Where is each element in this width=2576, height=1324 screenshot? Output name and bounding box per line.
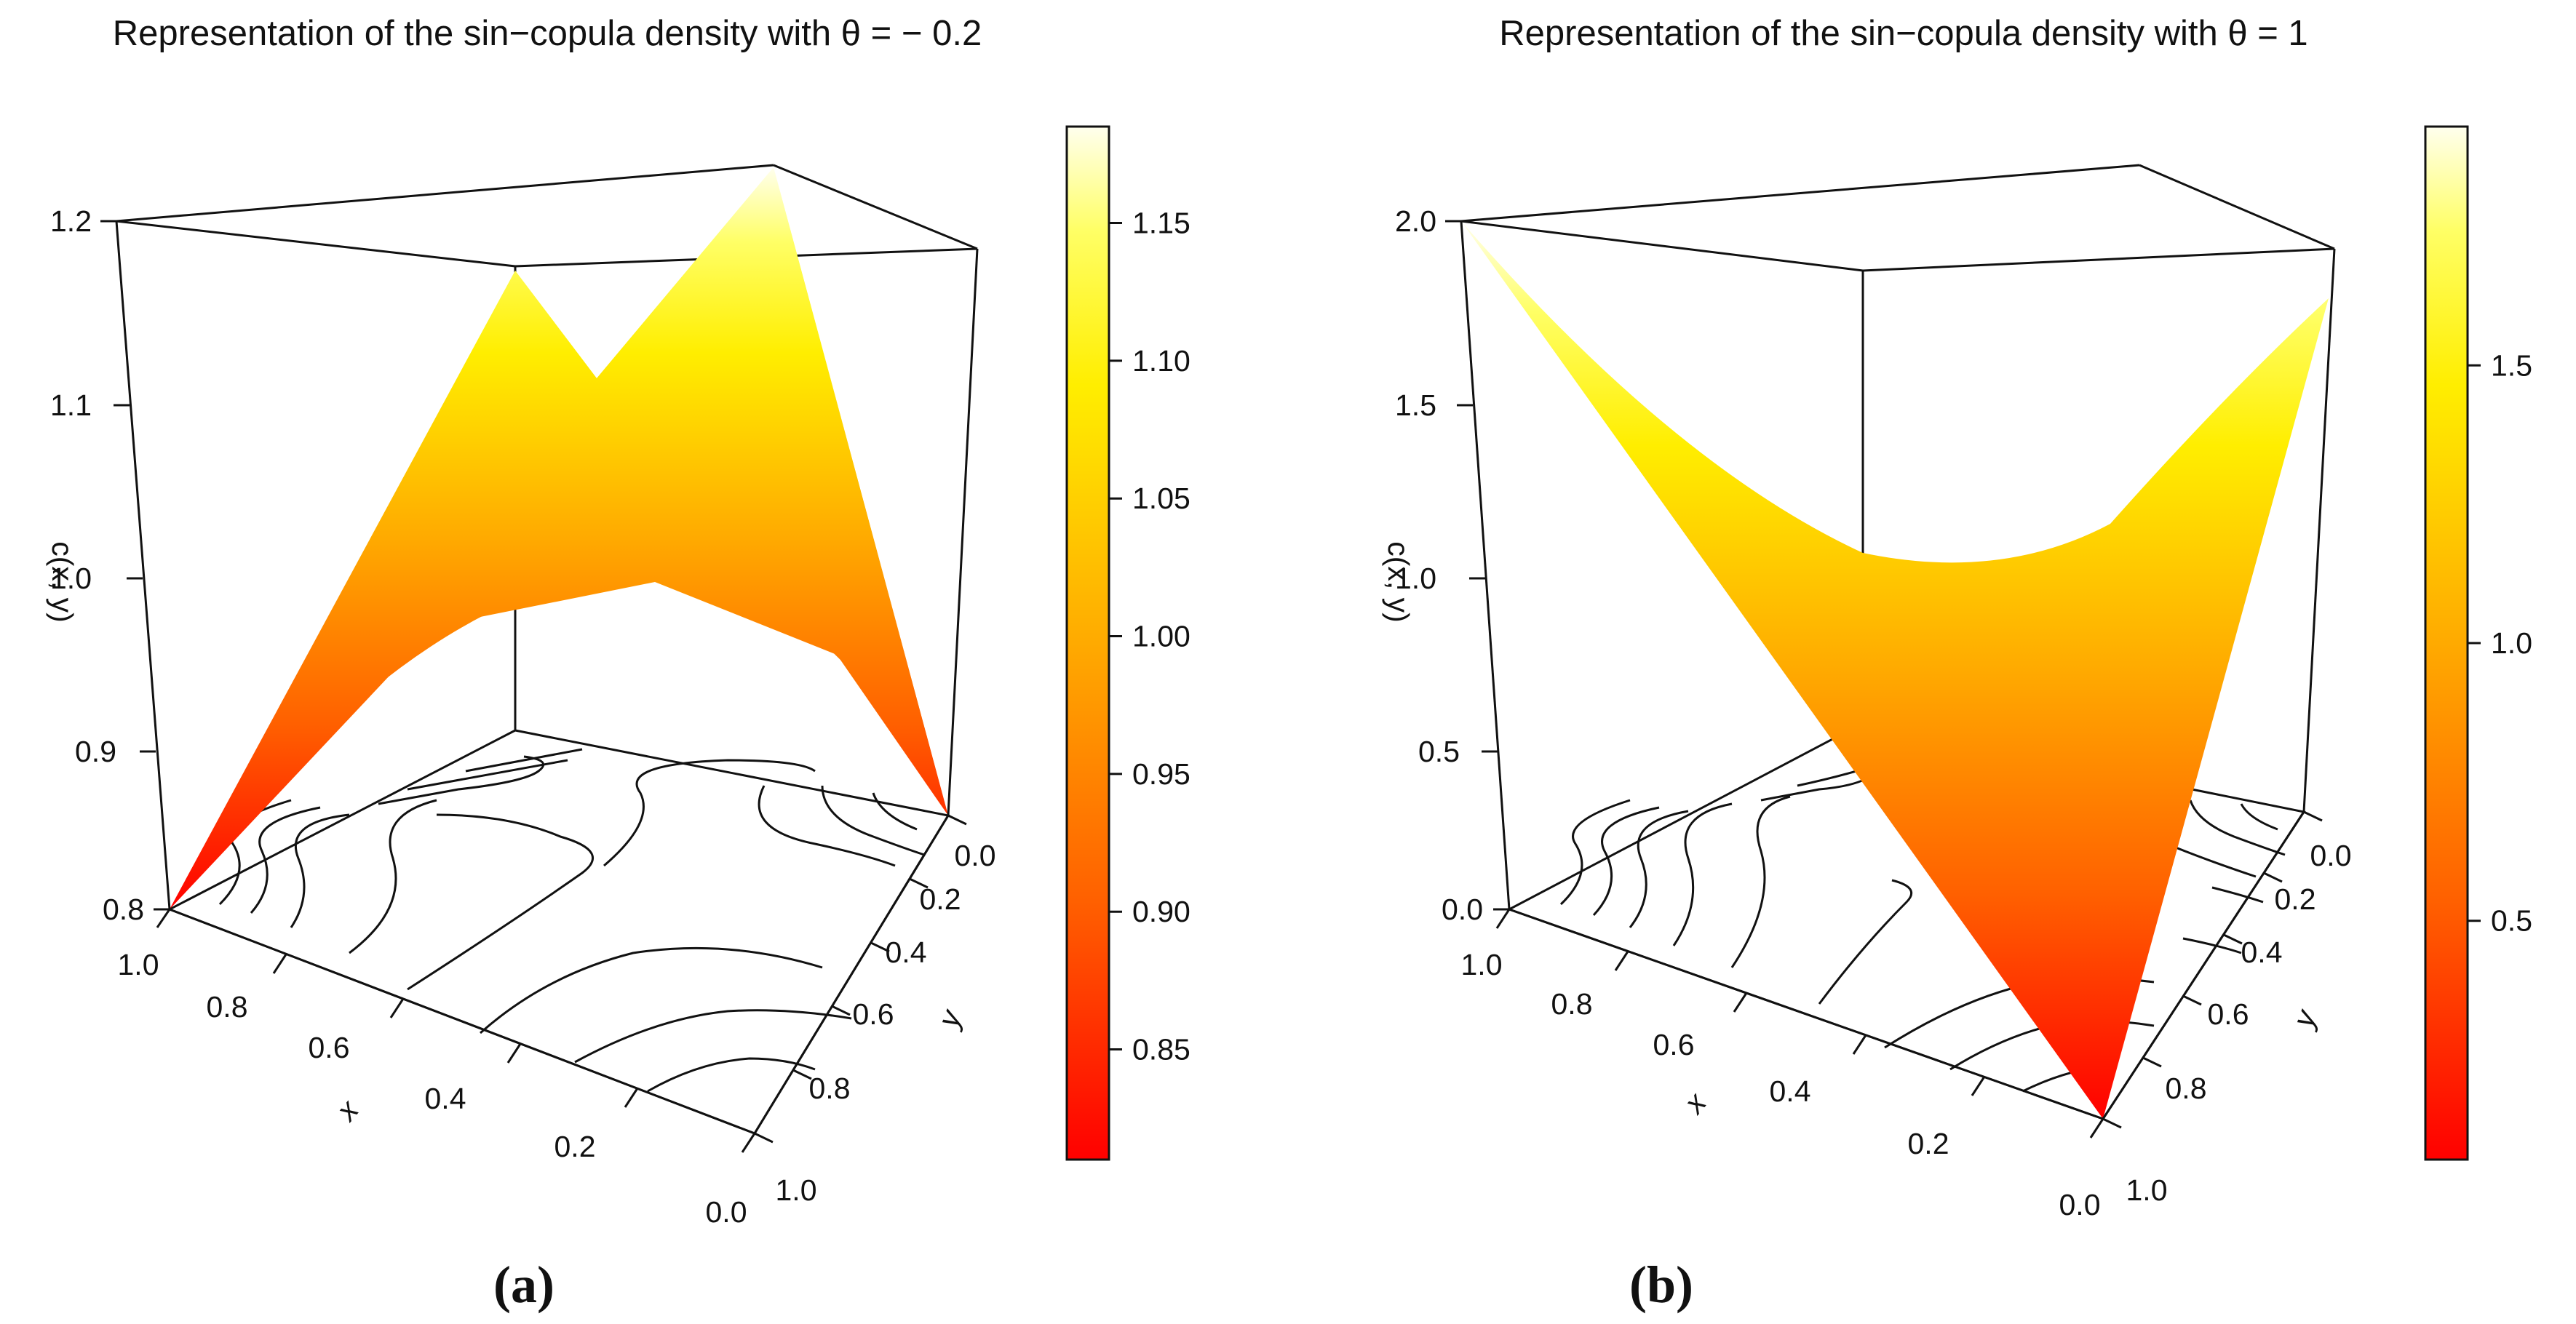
panel-b-contour xyxy=(1818,879,1913,1005)
panel-b-colorbar: 0.5 1.0 1.5 xyxy=(2424,125,2532,1161)
panel-b-contour xyxy=(2240,803,2278,831)
panel-a-z-tick: 1.1 xyxy=(50,388,92,422)
panel-b-x-tick: 0.6 xyxy=(1653,1028,1695,1061)
panel-b-y-label: y xyxy=(2286,1004,2323,1033)
panel-b-z-tick: 1.5 xyxy=(1395,388,1436,422)
panel-b-z-tick: 0.5 xyxy=(1418,735,1460,768)
panel-a-y-tick: 1.0 xyxy=(776,1173,817,1207)
panel-b-surface xyxy=(1461,221,2329,1119)
panel-b-caption: (b) xyxy=(1629,1256,1693,1314)
panel-a-y-tick: 0.6 xyxy=(853,997,894,1031)
panel-a-contour xyxy=(407,759,568,791)
panel-b-z-tick: 1.0 xyxy=(1395,562,1436,595)
panel-a-contour xyxy=(647,1057,816,1093)
panel-b-contour xyxy=(2211,886,2264,904)
panel-a-surface-ridge xyxy=(170,167,948,909)
panel-a-surface xyxy=(170,167,948,909)
panel-b-colorbar-tick-label: 1.0 xyxy=(2491,626,2532,660)
panel-a-colorbar-tick-label: 1.00 xyxy=(1132,620,1190,653)
panel-a-contour xyxy=(480,946,823,1034)
panel-b-x-tick: 0.8 xyxy=(1551,987,1593,1021)
panel-a-y-tick: 0.2 xyxy=(920,882,961,916)
panel-a-colorbar-gradient xyxy=(1065,125,1110,1161)
panel-b-z-tick: 0.0 xyxy=(1442,893,1483,926)
panel-b-contour xyxy=(1629,810,1689,928)
panel-a-contour xyxy=(603,759,816,867)
panel-a-floor xyxy=(167,729,950,1135)
panel-b-colorbar-tick-label: 1.5 xyxy=(2491,348,2532,382)
panel-b-x-tick: 1.0 xyxy=(1461,948,1503,981)
panel-a-box-front xyxy=(115,164,979,910)
panel-a-x-tick: 0.4 xyxy=(425,1082,466,1115)
panel-a-y-label: y xyxy=(931,1004,969,1033)
panel-b-colorbar-gradient xyxy=(2424,125,2469,1161)
panel-b-x-tick: 0.0 xyxy=(2059,1188,2101,1221)
panel-a-contour xyxy=(821,785,925,856)
panel-b-z-label: c(x, y) xyxy=(1382,541,1415,623)
panel-b: Representation of the sin−copula density… xyxy=(1382,14,2532,1314)
panel-a-x-tick: 1.0 xyxy=(118,948,159,981)
panel-a-z-tick: 1.2 xyxy=(50,204,92,238)
panel-b-y-tick: 0.4 xyxy=(2241,936,2283,969)
panel-a-title: Representation of the sin−copula density… xyxy=(113,14,982,53)
panel-b-contour xyxy=(2189,799,2286,856)
panel-a-contour xyxy=(250,806,321,914)
panel-a-x-axis: 1.0 0.8 0.6 0.4 0.2 0.0 x xyxy=(118,908,756,1229)
panel-b-contour xyxy=(1730,795,1791,968)
panel-a-x-tick: 0.8 xyxy=(207,990,248,1024)
panel-b-title: Representation of the sin−copula density… xyxy=(1499,14,2307,53)
panel-a-contour xyxy=(407,813,595,991)
panel-b-surface-main xyxy=(1461,221,2329,1119)
panel-b-z-axis: 2.0 1.5 1.0 0.5 0.0 c(x, y) xyxy=(1382,204,1509,926)
panel-b-x-tick: 0.4 xyxy=(1770,1074,1811,1108)
panel-a-z-label: c(x, y) xyxy=(46,541,79,623)
panel-b-y-tick: 0.6 xyxy=(2208,997,2249,1031)
panel-a-contour xyxy=(872,792,918,831)
panel-b-colorbar-tick-label: 0.5 xyxy=(2491,904,2532,938)
panel-b-contour xyxy=(1672,802,1733,946)
panel-a-contour xyxy=(349,799,437,954)
panel-a-colorbar-tick-label: 0.85 xyxy=(1132,1033,1190,1066)
panel-b-x-label: x xyxy=(1677,1085,1714,1120)
panel-b-y-tick: 0.8 xyxy=(2166,1072,2207,1105)
panel-b-y-tick: 0.2 xyxy=(2275,882,2316,916)
panel-a-contour xyxy=(378,755,545,805)
panel-a-y-axis: 0.0 0.2 0.4 0.6 0.8 1.0 y xyxy=(753,814,996,1207)
panel-a-colorbar-tick-label: 0.95 xyxy=(1132,757,1190,791)
panel-b-y-axis: 0.0 0.2 0.4 0.6 0.8 1.0 y xyxy=(2102,810,2352,1207)
panel-b-x-axis: 1.0 0.8 0.6 0.4 0.2 0.0 x xyxy=(1461,908,2104,1221)
panel-a-z-tick: 0.9 xyxy=(75,735,116,768)
panel-a: Representation of the sin−copula density… xyxy=(46,14,1190,1314)
panel-a-colorbar-tick-label: 1.15 xyxy=(1132,207,1190,240)
panel-a-z-tick: 1.0 xyxy=(50,562,92,595)
panel-a-contour xyxy=(465,748,583,773)
panel-a-colorbar-tick-label: 1.10 xyxy=(1132,344,1190,378)
panel-a-z-axis: 1.2 1.1 1.0 0.9 0.8 c(x, y) xyxy=(46,204,170,926)
panel-a-colorbar-tick-label: 1.05 xyxy=(1132,482,1190,515)
panel-b-y-tick: 0.0 xyxy=(2310,839,2352,872)
panel-a-x-label: x xyxy=(329,1093,366,1128)
panel-a-x-tick: 0.0 xyxy=(706,1195,747,1229)
panel-a-x-tick: 0.6 xyxy=(309,1031,350,1064)
panel-b-box-front xyxy=(1460,164,2336,910)
panel-a-y-tick: 0.4 xyxy=(886,936,927,969)
panel-b-z-tick: 2.0 xyxy=(1395,204,1436,238)
panel-a-z-tick: 0.8 xyxy=(103,893,144,926)
panel-a-colorbar-tick-label: 0.90 xyxy=(1132,895,1190,928)
panel-a-contour xyxy=(290,813,350,928)
panel-a-colorbar: 0.85 0.90 0.95 1.00 1.05 1.10 1.15 xyxy=(1065,125,1190,1161)
panel-a-contour xyxy=(574,1009,852,1064)
panel-b-contour xyxy=(1559,799,1631,906)
panel-b-y-tick: 1.0 xyxy=(2126,1173,2168,1207)
panel-a-y-tick: 0.8 xyxy=(809,1072,851,1105)
panel-b-x-tick: 0.2 xyxy=(1908,1127,1949,1160)
panel-a-contour xyxy=(758,785,896,867)
panel-b-contour xyxy=(1592,806,1660,917)
panel-a-caption: (a) xyxy=(493,1256,554,1314)
panel-a-x-tick: 0.2 xyxy=(554,1130,596,1163)
panel-a-y-tick: 0.0 xyxy=(955,839,996,872)
